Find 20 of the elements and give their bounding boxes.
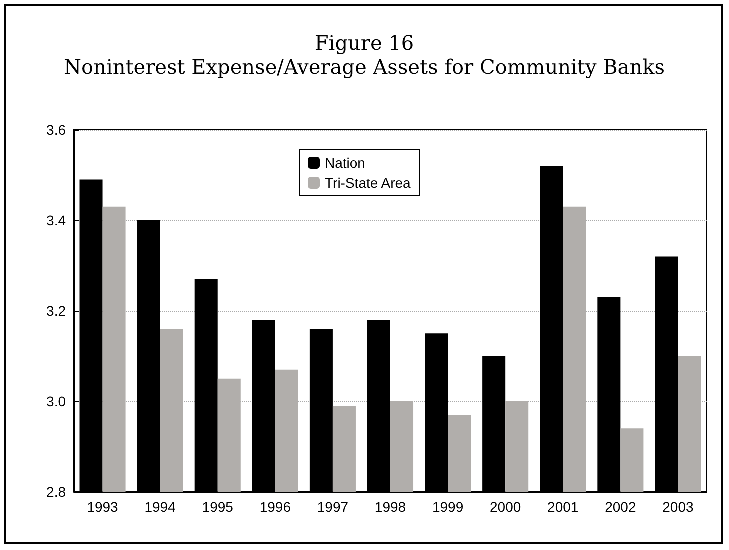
x-tick-label: 2000 [490, 499, 522, 515]
x-tick-label: 2003 [662, 499, 694, 515]
legend-label: Nation [325, 155, 366, 171]
y-tick-label: 3.4 [46, 212, 66, 228]
x-tick-label: 1996 [260, 499, 292, 515]
x-tick-label: 1999 [432, 499, 464, 515]
chart-title: Figure 16 [314, 31, 414, 55]
x-tick-label: 1993 [87, 499, 119, 515]
y-tick-label: 2.8 [46, 484, 66, 500]
chart-subtitle: Noninterest Expense/Average Assets for Community Banks [64, 55, 665, 79]
y-tick-label: 3.2 [46, 303, 66, 319]
x-tick-label: 2001 [548, 499, 579, 515]
x-tick-label: 2002 [605, 499, 636, 515]
legend-label: Tri-State Area [325, 175, 412, 191]
x-tick-label: 1995 [202, 499, 234, 515]
x-tick-label: 1998 [374, 499, 406, 515]
x-tick-label: 1997 [317, 499, 349, 515]
y-tick-label: 3.6 [46, 122, 66, 138]
x-tick-label: 1994 [144, 499, 176, 515]
y-tick-label: 3.0 [46, 394, 66, 410]
